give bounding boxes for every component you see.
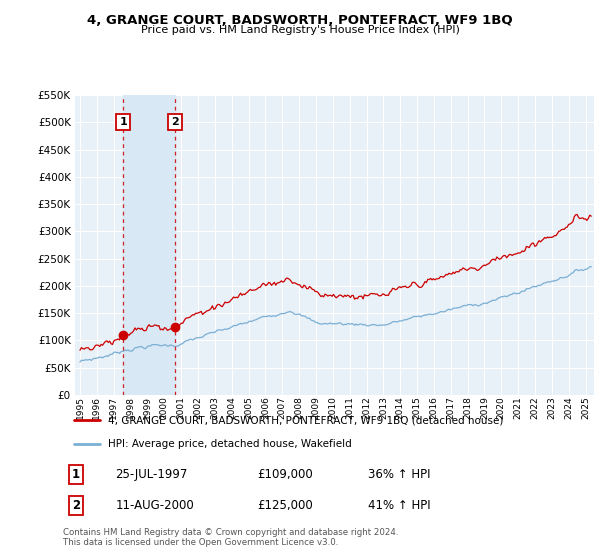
Text: 2: 2 [171, 117, 179, 127]
Text: 25-JUL-1997: 25-JUL-1997 [115, 468, 188, 481]
Bar [124, 95, 175, 395]
Text: £109,000: £109,000 [257, 468, 313, 481]
Text: 4, GRANGE COURT, BADSWORTH, PONTEFRACT, WF9 1BQ (detached house): 4, GRANGE COURT, BADSWORTH, PONTEFRACT, … [107, 416, 503, 426]
Text: 11-AUG-2000: 11-AUG-2000 [115, 499, 194, 512]
Text: 36% ↑ HPI: 36% ↑ HPI [367, 468, 430, 481]
Text: 1: 1 [119, 117, 127, 127]
Text: 4, GRANGE COURT, BADSWORTH, PONTEFRACT, WF9 1BQ: 4, GRANGE COURT, BADSWORTH, PONTEFRACT, … [87, 14, 513, 27]
Text: 1: 1 [72, 468, 80, 481]
Text: HPI: Average price, detached house, Wakefield: HPI: Average price, detached house, Wake… [107, 439, 352, 449]
Text: 2: 2 [72, 499, 80, 512]
Text: £125,000: £125,000 [257, 499, 313, 512]
Text: 41% ↑ HPI: 41% ↑ HPI [367, 499, 430, 512]
Text: Contains HM Land Registry data © Crown copyright and database right 2024.
This d: Contains HM Land Registry data © Crown c… [63, 528, 398, 547]
Text: Price paid vs. HM Land Registry's House Price Index (HPI): Price paid vs. HM Land Registry's House … [140, 25, 460, 35]
